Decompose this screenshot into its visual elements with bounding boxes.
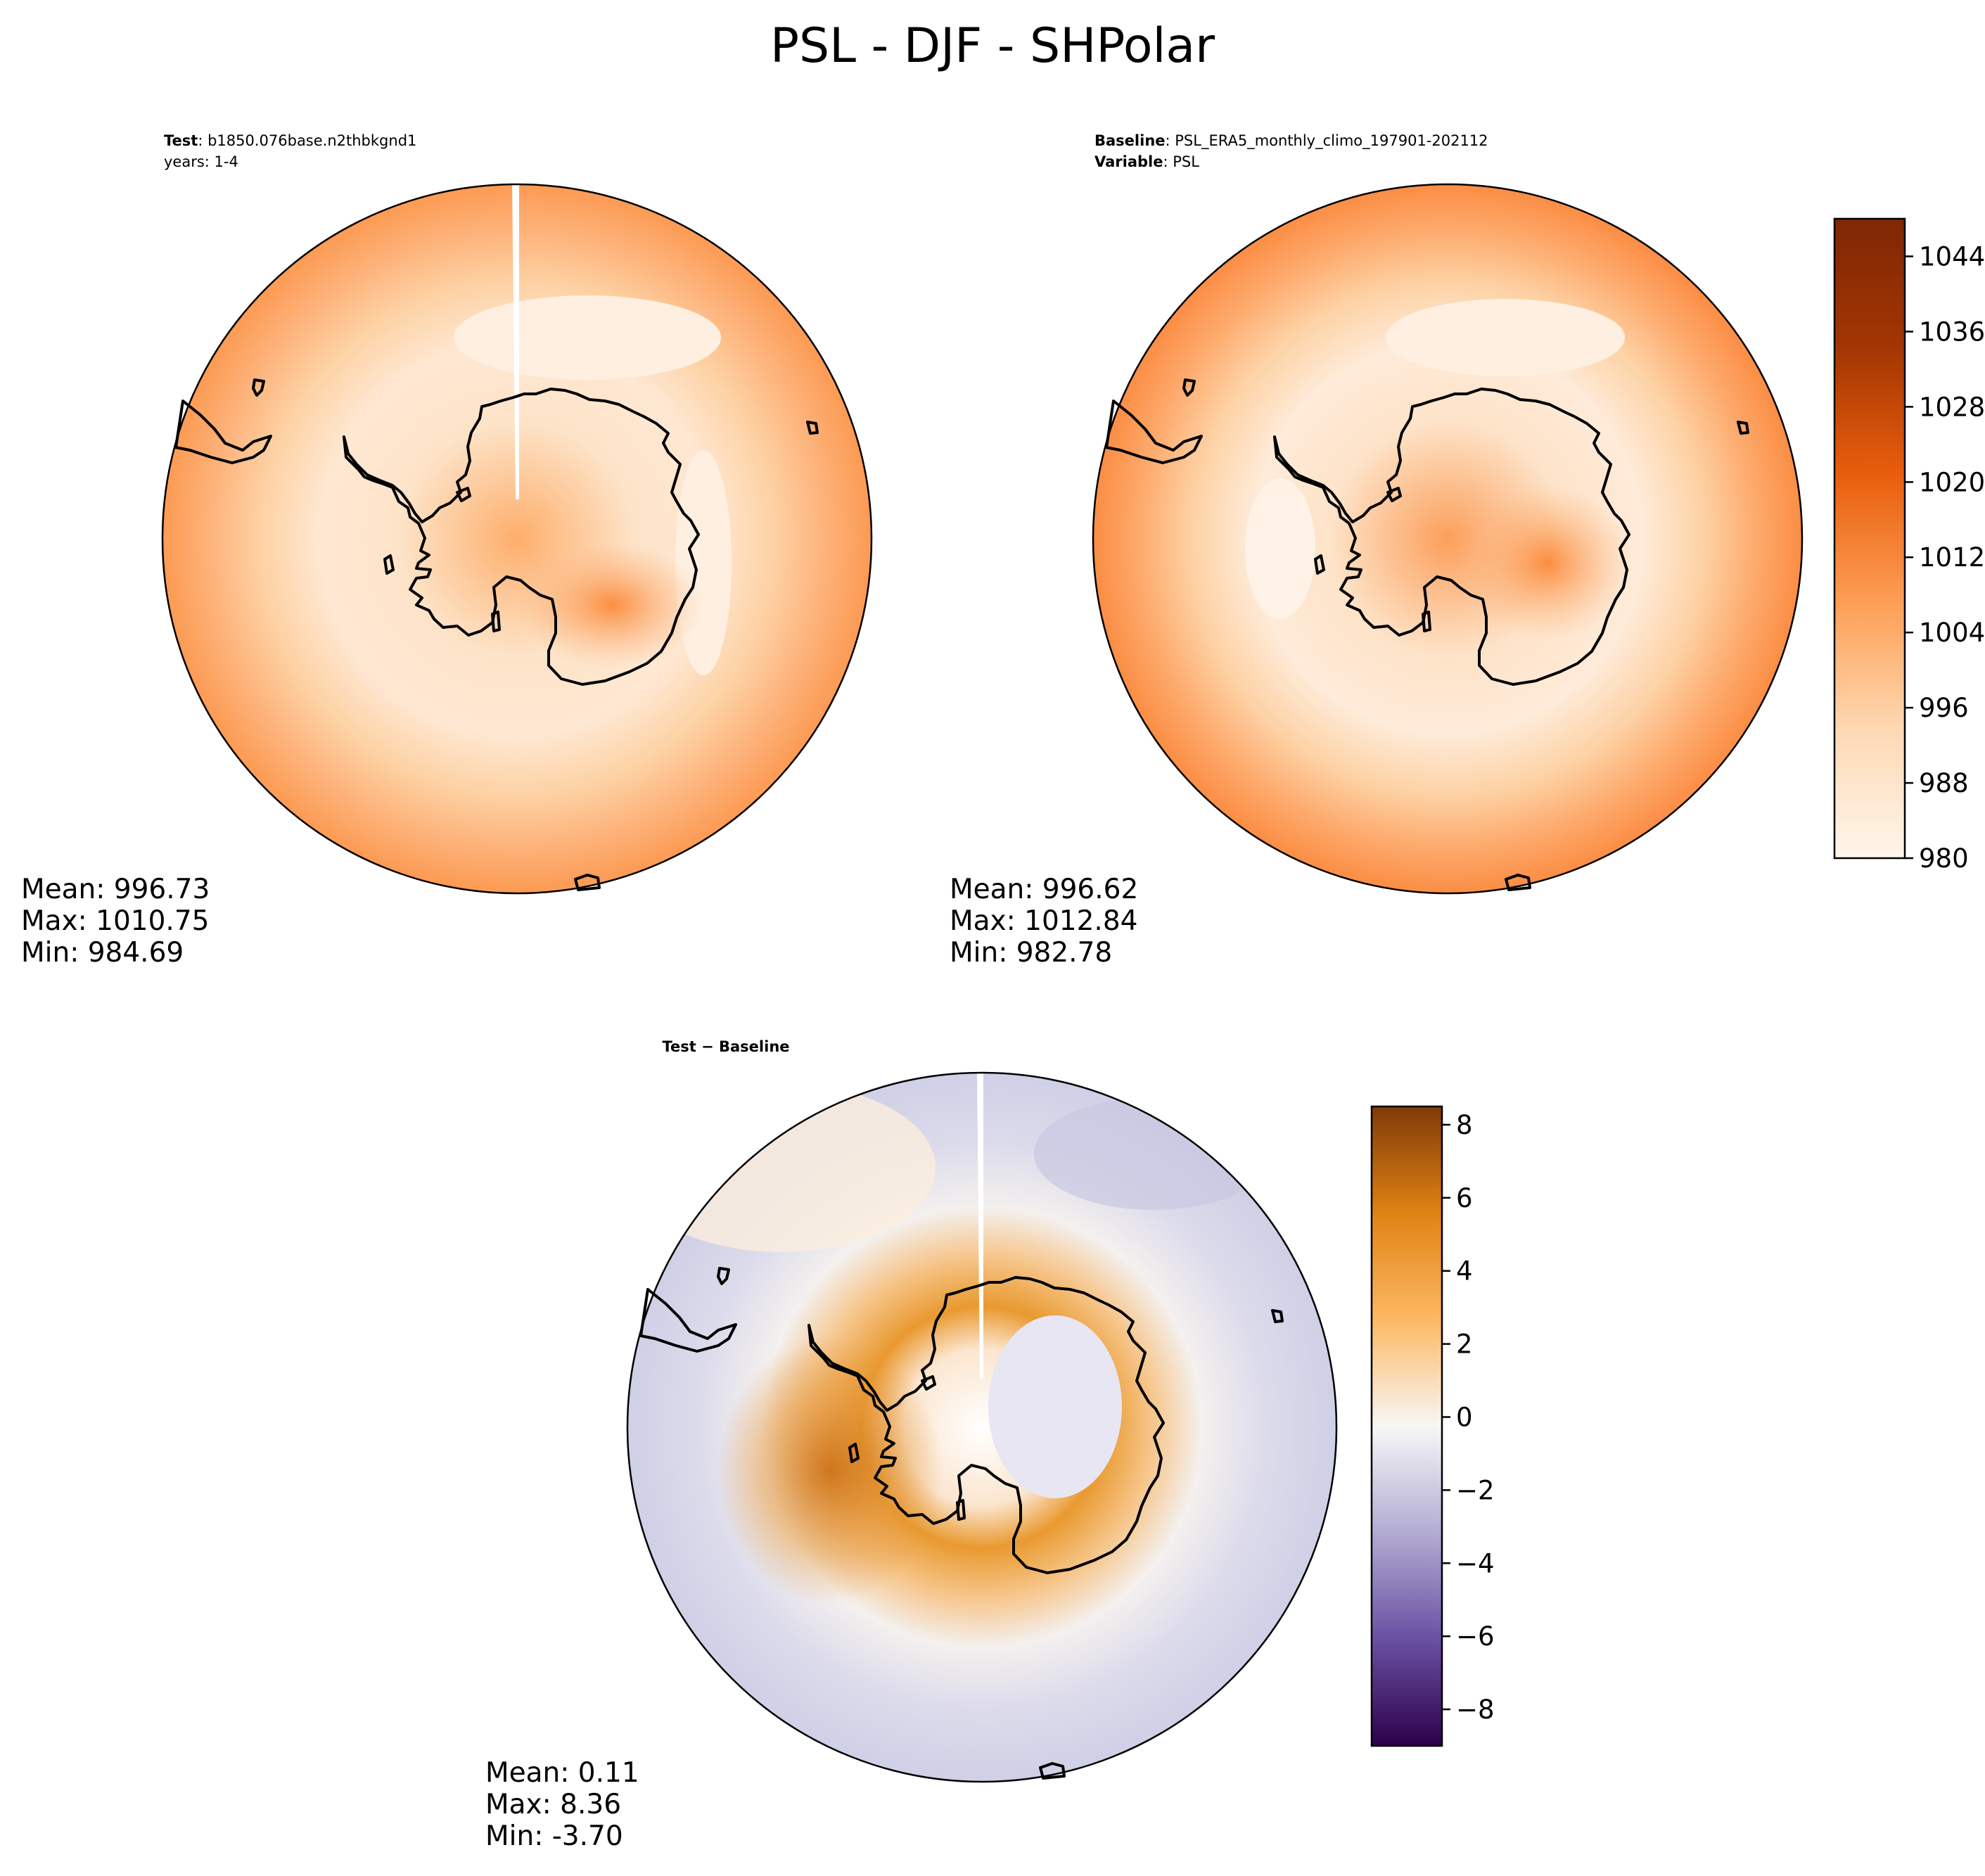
baseline-high-band-west (1245, 478, 1315, 619)
psl-colorbar-ramp (1833, 217, 1906, 860)
diff-colorbar-tick-label: 6 (1456, 1183, 1473, 1213)
psl-colorbar-tick-label: 1044 (1919, 241, 1985, 272)
diff-colorbar: 8 6 4 2 0 −2 −4 −6 −8 (1370, 1105, 1495, 1747)
test-mean: Mean: 996.73 (21, 874, 210, 905)
diff-west-maximum (717, 1336, 943, 1604)
test-label: Test: b1850.076base.n2thbkgnd1 (164, 132, 416, 149)
psl-colorbar-ticks: 980 988 996 1004 1012 1020 1028 1036 1044 (1905, 241, 1985, 874)
baseline-max: Max: 1012.84 (950, 905, 1137, 937)
diff-northeast-low (1034, 1097, 1273, 1210)
baseline-map (1092, 183, 1804, 895)
diff-seam-line (977, 1073, 983, 1379)
test-seam-line (512, 184, 519, 499)
baseline-variable: Variable: PSL (1094, 153, 1199, 170)
diff-coastline (639, 1267, 1284, 1780)
diff-colorbar-tick-label: 4 (1456, 1256, 1473, 1287)
test-plateau (521, 542, 703, 668)
test-min: Min: 984.69 (21, 937, 184, 969)
test-high-band (454, 295, 721, 380)
diff-colorbar-ticks: 8 6 4 2 0 −2 −4 −6 −8 (1442, 1110, 1495, 1725)
baseline-label-rest: : PSL_ERA5_monthly_climo_197901-202112 (1166, 132, 1488, 150)
diff-label: Test − Baseline (662, 1038, 789, 1055)
test-map-boundary (161, 183, 873, 895)
test-coastline (174, 378, 819, 891)
diff-mean: Mean: 0.11 (485, 1757, 639, 1789)
figure-title: PSL - DJF - SHPolar (770, 18, 1215, 74)
baseline-min: Min: 982.78 (950, 937, 1112, 969)
baseline-map-field (1093, 184, 1802, 893)
psl-colorbar: 980 988 996 1004 1012 1020 1028 1036 1044 (1833, 217, 1985, 874)
psl-colorbar-tick-label: 1004 (1919, 618, 1985, 648)
diff-colorbar-tick-label: −4 (1456, 1548, 1495, 1578)
baseline-coastline (1105, 378, 1749, 891)
diff-min: Min: -3.70 (485, 1820, 623, 1852)
psl-colorbar-tick-label: 1028 (1919, 392, 1985, 422)
diff-northwest-band (627, 1083, 936, 1252)
psl-colorbar-tick-label: 1020 (1919, 467, 1985, 497)
diff-colorbar-tick-label: −2 (1456, 1475, 1495, 1505)
baseline-variable-bold: Variable (1094, 153, 1163, 170)
diff-max: Max: 8.36 (485, 1789, 621, 1820)
baseline-label-bold: Baseline (1094, 132, 1166, 149)
diff-colorbar-tick-label: 2 (1456, 1329, 1473, 1360)
test-map (161, 183, 873, 895)
diff-colorbar-tick-label: −8 (1456, 1695, 1495, 1725)
psl-colorbar-tick-label: 980 (1919, 843, 1969, 874)
baseline-high-band (1386, 299, 1625, 376)
psl-colorbar-tick-label: 996 (1919, 693, 1969, 723)
test-label-rest: : b1850.076base.n2thbkgnd1 (198, 132, 416, 149)
diff-map-boundary (626, 1071, 1338, 1783)
test-max: Max: 1010.75 (21, 905, 209, 937)
psl-colorbar-tick-label: 988 (1919, 768, 1969, 798)
diff-plateau-low (988, 1315, 1122, 1498)
baseline-variable-rest: : PSL (1163, 153, 1199, 170)
baseline-map-boundary (1092, 183, 1804, 895)
diff-colorbar-tick-label: 0 (1456, 1403, 1473, 1433)
test-label-bold: Test (164, 132, 198, 149)
psl-colorbar-tick-label: 1036 (1919, 317, 1985, 347)
psl-colorbar-tick-label: 1012 (1919, 542, 1985, 573)
diff-colorbar-tick-label: −6 (1456, 1621, 1495, 1652)
diff-colorbar-ramp (1370, 1105, 1443, 1747)
baseline-mean: Mean: 996.62 (950, 874, 1138, 905)
diff-map (626, 1071, 1338, 1783)
baseline-label: Baseline: PSL_ERA5_monthly_climo_197901-… (1094, 132, 1488, 150)
baseline-plateau (1463, 485, 1632, 640)
test-years: years: 1-4 (164, 153, 238, 170)
diff-colorbar-tick-label: 8 (1456, 1110, 1473, 1140)
